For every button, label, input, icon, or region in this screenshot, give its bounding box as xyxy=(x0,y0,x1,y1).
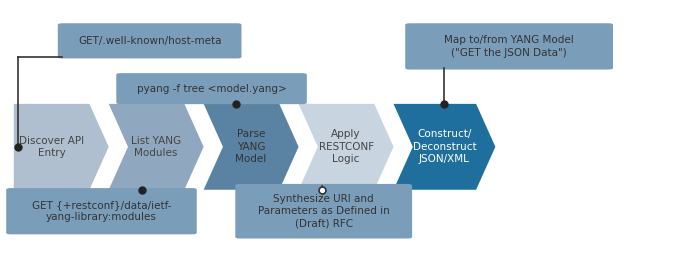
Polygon shape xyxy=(299,104,394,190)
Text: Map to/from YANG Model
("GET the JSON Data"): Map to/from YANG Model ("GET the JSON Da… xyxy=(444,35,574,58)
Polygon shape xyxy=(204,104,299,190)
Polygon shape xyxy=(14,104,109,190)
Polygon shape xyxy=(109,104,204,190)
FancyBboxPatch shape xyxy=(58,23,241,58)
Text: List YANG
Modules: List YANG Modules xyxy=(131,136,181,158)
FancyBboxPatch shape xyxy=(235,184,412,238)
FancyBboxPatch shape xyxy=(6,188,197,234)
Text: Apply
RESTCONF
Logic: Apply RESTCONF Logic xyxy=(319,129,374,164)
Text: pyang -f tree <model.yang>: pyang -f tree <model.yang> xyxy=(137,84,286,94)
Text: Discover API
Entry: Discover API Entry xyxy=(19,136,84,158)
Text: Synthesize URI and
Parameters as Defined in
(Draft) RFC: Synthesize URI and Parameters as Defined… xyxy=(258,194,389,229)
FancyBboxPatch shape xyxy=(116,73,307,104)
Text: GET {+restconf}/data/ietf-
yang-library:modules: GET {+restconf}/data/ietf- yang-library:… xyxy=(32,200,171,222)
Polygon shape xyxy=(394,104,495,190)
FancyBboxPatch shape xyxy=(405,23,613,70)
Text: Construct/
Deconstruct
JSON/XML: Construct/ Deconstruct JSON/XML xyxy=(413,129,476,164)
Text: Parse
YANG
Model: Parse YANG Model xyxy=(235,129,267,164)
Text: GET/.well-known/host-meta: GET/.well-known/host-meta xyxy=(78,36,222,46)
